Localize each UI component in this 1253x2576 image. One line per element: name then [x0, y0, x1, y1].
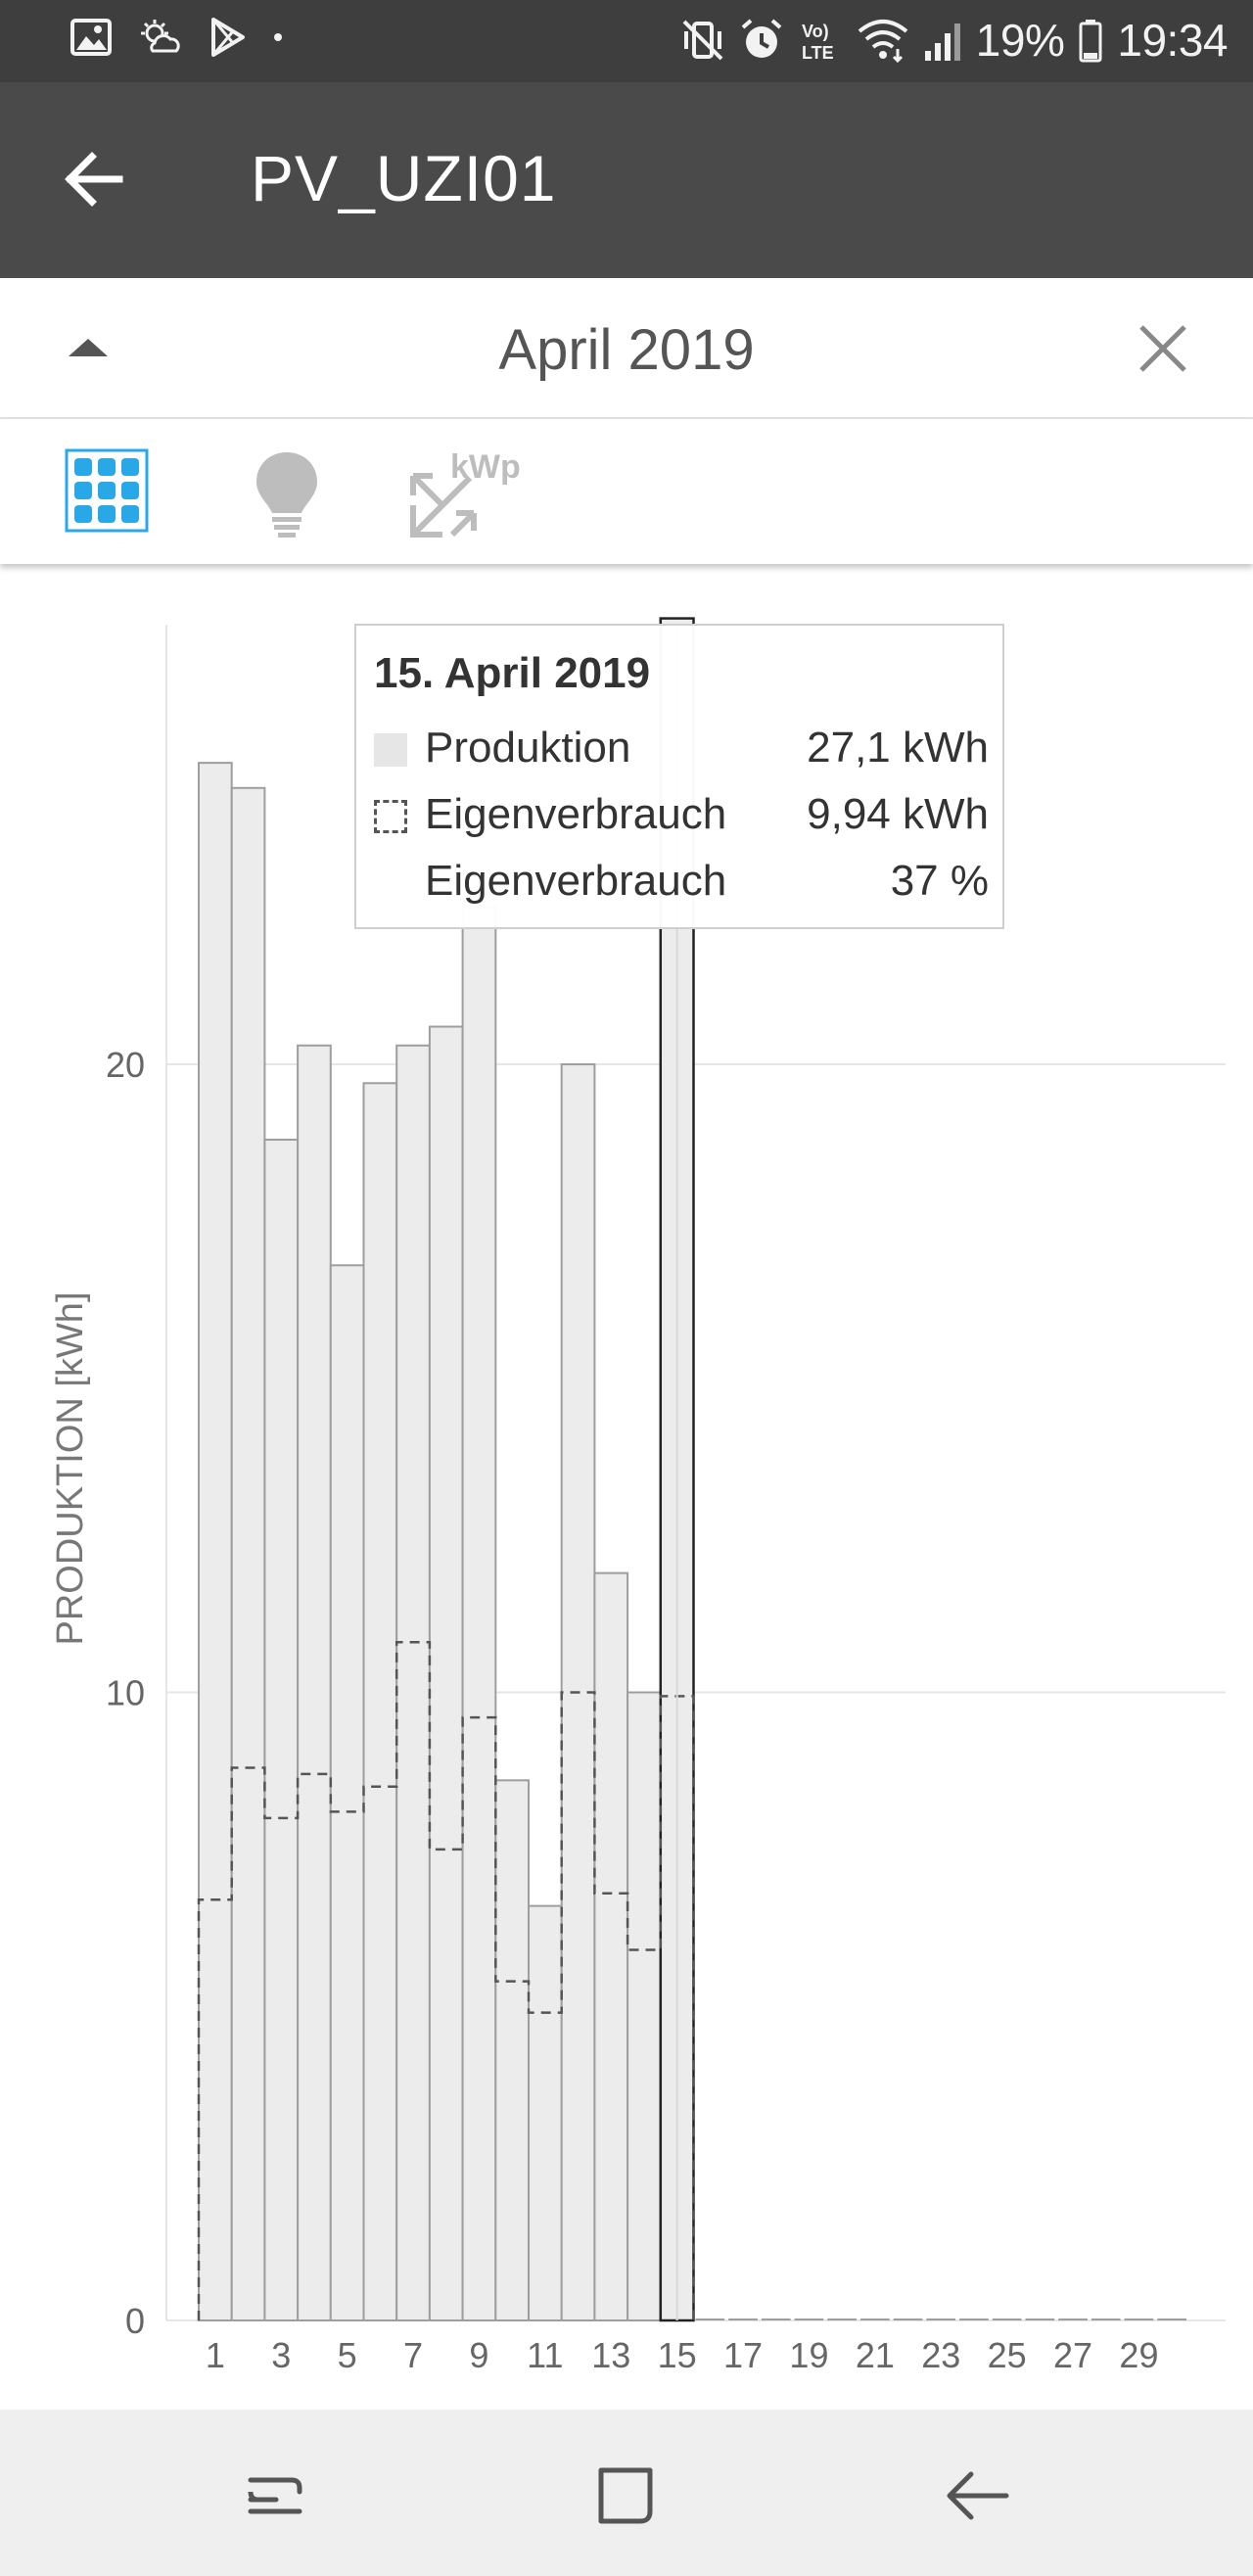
- self-consumption-swatch: [374, 800, 407, 833]
- battery-percent: 19%: [975, 15, 1065, 66]
- x-tick-label: 23: [921, 2335, 960, 2375]
- clock: 19:34: [1117, 15, 1228, 66]
- tooltip-value: 37 %: [890, 857, 989, 905]
- kwp-label: kWp: [450, 448, 521, 486]
- bar-production: [494, 1779, 530, 2321]
- status-bar: Vo) LTE 19% 19:34: [0, 0, 1253, 82]
- y-tick-label: 0: [125, 2301, 145, 2341]
- x-tick-label: 19: [789, 2335, 828, 2375]
- bar-production: [395, 1044, 431, 2321]
- tooltip-row-self-consumption-percent: Eigenverbrauch 37 %: [374, 853, 989, 912]
- status-bar-left: [70, 18, 284, 57]
- home-icon[interactable]: [587, 2457, 666, 2535]
- bar-production: [428, 1025, 464, 2322]
- tooltip-value: 27,1 kWh: [807, 724, 989, 772]
- tooltip-label: Eigenverbrauch: [425, 790, 727, 838]
- bar-production: [528, 1904, 563, 2321]
- weather-icon: [137, 18, 184, 57]
- arrow-back-icon[interactable]: [61, 145, 129, 213]
- bar-production: [626, 1691, 662, 2322]
- tooltip-row-self-consumption: Eigenverbrauch 9,94 kWh: [374, 786, 989, 845]
- x-tick-label: 1: [206, 2335, 225, 2375]
- production-swatch: [374, 733, 407, 767]
- tooltip-value: 9,94 kWh: [807, 790, 989, 838]
- kwp-scale-icon[interactable]: kWp: [405, 448, 533, 547]
- gallery-icon: [70, 19, 112, 56]
- alarm-icon: [739, 18, 784, 63]
- x-tick-label: 29: [1119, 2335, 1158, 2375]
- bar-production: [593, 1571, 629, 2322]
- month-header: April 2019: [0, 278, 1253, 419]
- x-tick-label: 13: [591, 2335, 630, 2375]
- x-tick-label: 9: [469, 2335, 488, 2375]
- lightbulb-icon[interactable]: [253, 448, 321, 543]
- month-label: April 2019: [498, 318, 755, 382]
- grid-view-icon[interactable]: [65, 448, 149, 538]
- app-bar: PV_UZI01: [0, 82, 1253, 278]
- bar-production: [198, 762, 233, 2321]
- bar-production: [461, 906, 497, 2322]
- x-tick-label: 27: [1053, 2335, 1092, 2375]
- signal-icon: [923, 18, 962, 63]
- x-tick-label: 17: [723, 2335, 763, 2375]
- bar-production: [263, 1139, 300, 2322]
- x-tick-label: 21: [856, 2335, 895, 2375]
- x-tick-label: 5: [338, 2335, 357, 2375]
- bar-production: [329, 1264, 365, 2321]
- tooltip-title: 15. April 2019: [374, 649, 651, 697]
- y-tick-label: 10: [106, 1673, 145, 1713]
- y-axis-label: PRODUKTION [kWh]: [50, 1291, 91, 1645]
- chart-tooltip: 15. April 2019 Produktion 27,1 kWh Eigen…: [354, 624, 1004, 929]
- system-nav-bar: [0, 2410, 1253, 2576]
- mute-vibrate-icon: [680, 18, 725, 63]
- y-tick-label: 20: [106, 1045, 145, 1085]
- back-icon[interactable]: [938, 2457, 1016, 2535]
- tooltip-label: Produktion: [425, 724, 631, 772]
- battery-icon: [1078, 18, 1103, 63]
- self-consumption-line: [197, 1640, 695, 2320]
- svg-text:LTE: LTE: [802, 43, 834, 63]
- tooltip-row-production: Produktion 27,1 kWh: [374, 720, 989, 778]
- close-icon[interactable]: [1136, 321, 1190, 376]
- recent-apps-icon[interactable]: [237, 2457, 315, 2535]
- bar-production: [297, 1044, 332, 2321]
- x-tick-label: 7: [403, 2335, 423, 2375]
- status-bar-right: Vo) LTE 19% 19:34: [680, 14, 1228, 67]
- play-store-icon: [209, 18, 247, 57]
- tooltip-label: Eigenverbrauch: [425, 857, 727, 905]
- dot-icon: [272, 31, 284, 43]
- x-tick-label: 3: [271, 2335, 291, 2375]
- bar-production: [230, 786, 266, 2322]
- triangle-up-icon[interactable]: [59, 329, 117, 368]
- bar-production: [362, 1082, 398, 2321]
- wifi-icon: [857, 18, 909, 63]
- svg-text:Vo): Vo): [802, 22, 829, 41]
- x-tick-label: 11: [527, 2335, 563, 2375]
- page-title: PV_UZI01: [251, 142, 557, 214]
- view-toolbar: kWp: [0, 419, 1253, 564]
- x-tick-label: 25: [988, 2335, 1027, 2375]
- volte-icon: Vo) LTE: [798, 18, 843, 63]
- x-tick-label: 15: [658, 2335, 697, 2375]
